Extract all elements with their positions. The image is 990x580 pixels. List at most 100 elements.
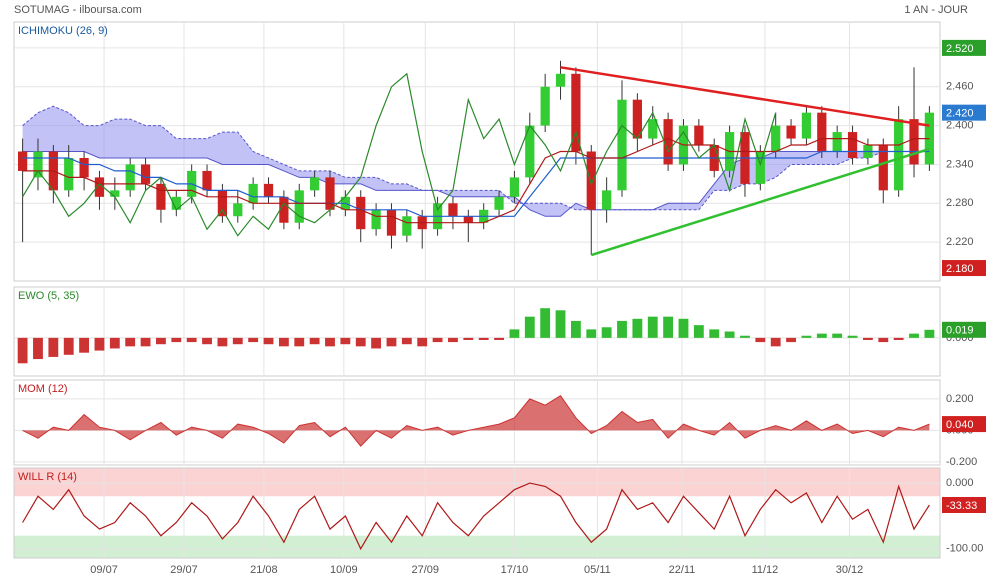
bar bbox=[586, 329, 597, 338]
indicator-line bbox=[22, 150, 930, 217]
value-badge-label: 2.420 bbox=[946, 108, 974, 120]
bar bbox=[325, 337, 335, 347]
bar bbox=[94, 337, 105, 351]
y-tick-label: 2.400 bbox=[946, 120, 974, 132]
y-tick-label: -100.00 bbox=[946, 543, 983, 555]
bar bbox=[755, 337, 766, 343]
candle-body bbox=[94, 177, 105, 197]
bar bbox=[909, 333, 919, 338]
bar bbox=[693, 325, 704, 338]
candle-body bbox=[356, 196, 366, 230]
candle-body bbox=[325, 177, 335, 210]
source: SOTUMAG - ilboursa.com bbox=[14, 4, 142, 16]
bar bbox=[309, 337, 320, 345]
candle-body bbox=[494, 196, 504, 210]
x-tick-label: 10/09 bbox=[330, 564, 358, 576]
bar bbox=[801, 335, 812, 338]
x-tick-label: 29/07 bbox=[170, 564, 198, 576]
candle-body bbox=[156, 183, 166, 210]
candle-body bbox=[632, 99, 642, 139]
bar bbox=[33, 337, 43, 360]
candle-body bbox=[878, 145, 888, 191]
candle-body bbox=[263, 183, 274, 197]
area-fill bbox=[22, 395, 930, 447]
bar bbox=[478, 337, 489, 340]
bar bbox=[401, 337, 412, 345]
candle-body bbox=[648, 119, 658, 139]
value-badge-label: 2.520 bbox=[946, 43, 974, 55]
bar bbox=[278, 337, 289, 347]
x-tick-label: 27/09 bbox=[412, 564, 440, 576]
candle-body bbox=[33, 151, 43, 178]
candle-body bbox=[448, 203, 458, 217]
bar bbox=[847, 335, 858, 338]
bar bbox=[371, 337, 382, 349]
value-badge bbox=[942, 416, 986, 433]
value-badge-label: 2.180 bbox=[946, 263, 974, 275]
bar bbox=[186, 337, 197, 343]
value-badge-label: 0.019 bbox=[946, 325, 974, 337]
bar bbox=[617, 320, 627, 338]
panel-border bbox=[13, 21, 941, 282]
candle-body bbox=[463, 216, 473, 223]
bar bbox=[494, 337, 504, 340]
candle-body bbox=[602, 190, 612, 210]
x-tick-label: 17/10 bbox=[501, 564, 529, 576]
zone bbox=[14, 468, 940, 497]
bar bbox=[386, 337, 397, 347]
candle-body bbox=[202, 170, 212, 191]
zone bbox=[14, 535, 940, 558]
bar bbox=[816, 333, 827, 338]
panel-title: EWO (5, 35) bbox=[18, 290, 79, 302]
candle-body bbox=[555, 73, 566, 87]
candle-body bbox=[171, 196, 181, 210]
bar bbox=[647, 316, 658, 338]
candle-body bbox=[586, 151, 596, 210]
bar bbox=[632, 318, 643, 338]
candle-body bbox=[64, 157, 74, 191]
candle-body bbox=[817, 112, 827, 152]
bar bbox=[263, 337, 274, 345]
candle-body bbox=[371, 209, 381, 230]
panel-border bbox=[13, 379, 941, 466]
candle-body bbox=[894, 119, 904, 191]
bar bbox=[17, 337, 28, 364]
bar bbox=[678, 318, 689, 338]
value-badge-label: 0.040 bbox=[946, 419, 974, 431]
span-b bbox=[22, 105, 930, 211]
trendline bbox=[560, 66, 930, 127]
candle-body bbox=[294, 190, 304, 223]
period: 1 AN - JOUR bbox=[904, 4, 968, 16]
bar bbox=[509, 329, 520, 338]
candle-body bbox=[694, 125, 704, 146]
bar bbox=[432, 337, 443, 343]
y-tick-label: 2.340 bbox=[946, 158, 974, 170]
bar bbox=[924, 329, 935, 338]
y-tick-label: -0.200 bbox=[946, 456, 977, 468]
x-tick-label: 11/12 bbox=[752, 564, 779, 576]
x-tick-label: 21/08 bbox=[250, 564, 278, 576]
bar bbox=[217, 337, 228, 347]
bar bbox=[140, 337, 151, 347]
bar bbox=[832, 333, 843, 338]
value-badge bbox=[942, 497, 986, 514]
candle-body bbox=[79, 157, 89, 178]
bar bbox=[202, 337, 212, 345]
y-tick-label: 0.000 bbox=[946, 477, 974, 489]
indicator-line bbox=[22, 137, 930, 224]
bar bbox=[724, 331, 735, 338]
bar bbox=[878, 337, 889, 343]
candle-body bbox=[801, 112, 812, 139]
value-badge bbox=[942, 260, 986, 277]
value-badge bbox=[942, 321, 986, 338]
candle-body bbox=[509, 177, 520, 197]
candle-body bbox=[617, 99, 627, 191]
indicator-line bbox=[22, 72, 777, 237]
bar bbox=[663, 316, 674, 338]
y-tick-label: 0.200 bbox=[946, 393, 974, 405]
bar bbox=[125, 337, 136, 347]
x-tick-label: 09/07 bbox=[90, 564, 118, 576]
candle-body bbox=[847, 132, 858, 158]
